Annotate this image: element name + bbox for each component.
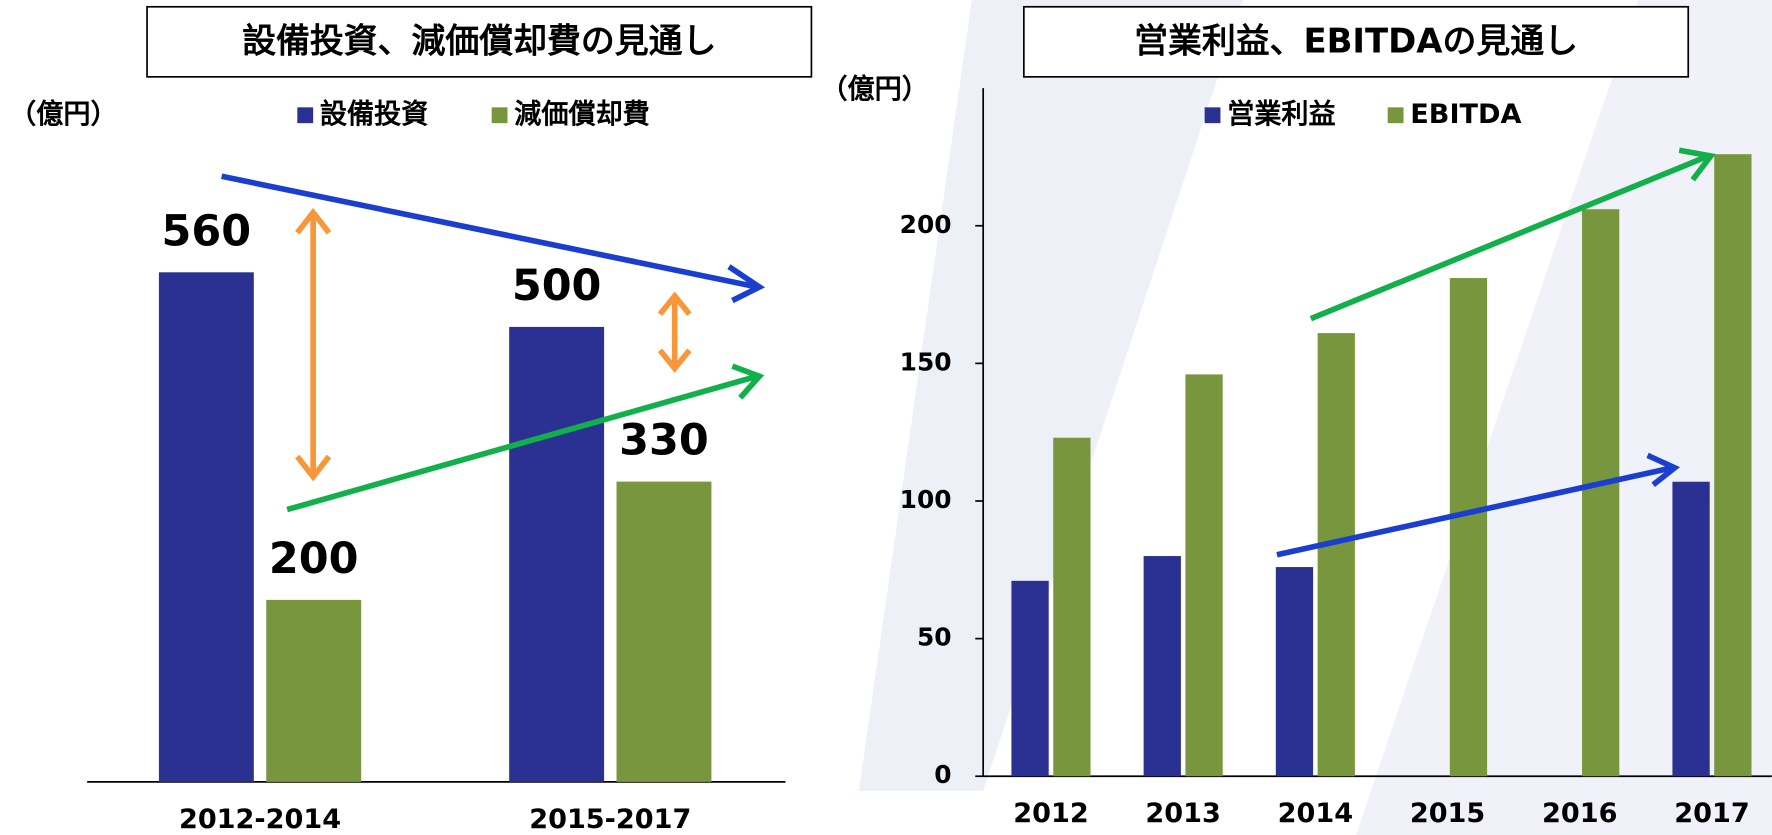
- unit-label: （億円）: [9, 99, 117, 130]
- bar: [158, 272, 254, 782]
- bar: [1449, 278, 1488, 777]
- bar: [1185, 374, 1223, 777]
- bar: [1582, 209, 1620, 777]
- arrows: [221, 147, 1716, 558]
- bar: [1672, 481, 1710, 777]
- bar: [509, 326, 605, 782]
- chart-title: 営業利益、EBITDAの見通し: [1134, 21, 1578, 60]
- bar: [1053, 437, 1091, 777]
- legend-label: 営業利益: [1227, 98, 1335, 130]
- title-box: [146, 5, 813, 78]
- bar: [1317, 333, 1355, 777]
- x-tick-label: 2016: [1542, 798, 1617, 829]
- data-label: 560: [162, 206, 252, 256]
- x-tick-label: 2015-2017: [529, 804, 691, 835]
- unit-label: （億円）: [820, 74, 928, 105]
- legend-swatch: [1204, 107, 1221, 124]
- bar: [1143, 556, 1181, 777]
- y-tick-label: 0: [934, 760, 951, 789]
- bar: [266, 599, 362, 782]
- x-tick-label: 2017: [1674, 798, 1749, 829]
- bar: [616, 481, 712, 782]
- x-tick-label: 2014: [1278, 798, 1353, 829]
- bar: [1275, 567, 1314, 777]
- legend-label: EBITDA: [1410, 99, 1521, 130]
- y-tick-label: 200: [900, 210, 952, 239]
- legend-swatch: [491, 107, 508, 124]
- background-stripe: [858, 0, 1244, 791]
- legend-swatch: [297, 107, 314, 124]
- data-label: 330: [619, 416, 709, 466]
- bar: [1714, 154, 1752, 777]
- y-tick-label: 100: [900, 485, 952, 514]
- x-tick-label: 2012: [1013, 798, 1088, 829]
- legend-swatch: [1387, 107, 1404, 124]
- x-tick-label: 2013: [1145, 798, 1220, 829]
- x-tick-label: 2015: [1410, 798, 1485, 829]
- data-label: 500: [512, 261, 602, 311]
- legend-label: 設備投資: [320, 98, 428, 130]
- legend-label: 減価償却費: [514, 99, 650, 130]
- bar: [1011, 580, 1049, 777]
- data-label: 200: [269, 534, 359, 584]
- title-box: [1023, 5, 1690, 78]
- x-tick-label: 2012-2014: [179, 804, 341, 835]
- y-tick-label: 150: [900, 347, 952, 376]
- chart-title: 設備投資、減価償却費の見通し: [242, 21, 716, 60]
- y-tick-label: 50: [917, 623, 952, 652]
